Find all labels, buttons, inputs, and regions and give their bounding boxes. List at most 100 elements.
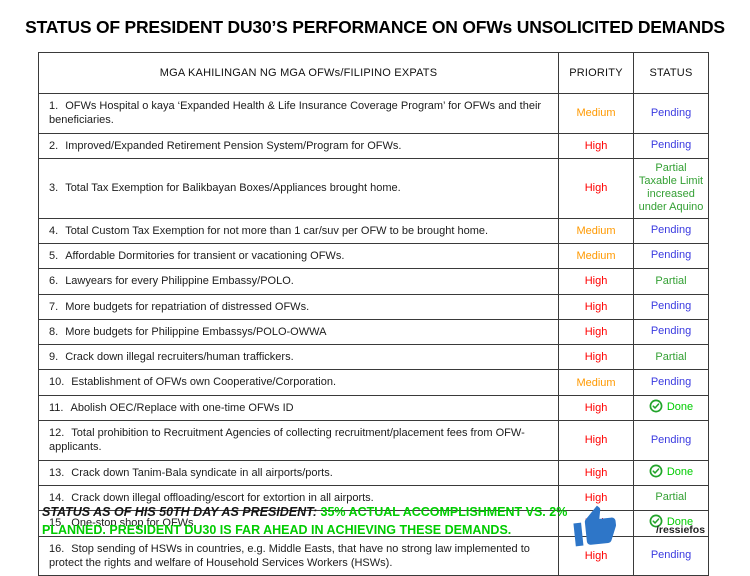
page-title: STATUS OF PRESIDENT DU30’S PERFORMANCE O… [25, 17, 725, 37]
status-text: Pending [650, 300, 692, 313]
table-row: 7. More budgets for repatriation of distr… [38, 293, 709, 320]
demand-text: Establishment of OFWs own Cooperative/Co… [71, 376, 337, 389]
row-number: 4. [49, 224, 59, 237]
table-row: 10. Establishment of OFWs own Cooperative… [38, 369, 709, 396]
demand-cell: 8. More budgets for Philippine Embassys/P… [38, 318, 559, 346]
demand-cell: 5. Affordable Dormitories for transient o… [38, 242, 559, 270]
demand-text: OFWs Hospital o kaya ‘Expanded Health & … [49, 100, 542, 127]
status-cell: Done [633, 459, 709, 486]
priority-cell: Medium [558, 217, 634, 244]
priority-cell: High [558, 157, 634, 219]
status-text: Pending [650, 224, 692, 237]
priority-cell: High [558, 459, 634, 486]
status-text: Pending [650, 106, 692, 119]
table-row: 4. Total Custom Tax Exemption for not mor… [38, 217, 709, 244]
row-number: 3. [49, 182, 59, 195]
table-row: 15.One-stop shop for OFWs High Done [38, 510, 709, 537]
demand-text: Total prohibition to Recruitment Agencie… [49, 427, 525, 454]
demand-text: One-stop shop for OFWs [71, 517, 194, 530]
check-circle-icon [649, 514, 663, 532]
priority-cell: Medium [558, 93, 634, 134]
thumbs-up-icon [570, 502, 621, 553]
column-header-demands: MGA KAHILINGAN NG MGA OFWs/FILIPINO EXPA… [38, 52, 559, 94]
row-number: 15. [49, 517, 65, 530]
status-text: Pending [650, 325, 692, 338]
status-text: Partial Taxable Limit increased under Aq… [638, 161, 704, 214]
table-row: 16. Stop sending of HSWs in countries, e.… [38, 535, 709, 576]
table-row: 8. More budgets for Philippine Embassys/P… [38, 318, 709, 346]
row-number: 6. [49, 275, 59, 288]
demand-cell: 10. Establishment of OFWs own Cooperative… [38, 369, 559, 396]
demand-cell: 14. Crack down illegal offloading/escort … [38, 484, 559, 512]
status-cell: Pending [633, 293, 709, 320]
row-number: 5. [49, 249, 59, 262]
row-number: 13. [49, 466, 65, 479]
priority-cell: High [558, 268, 634, 295]
table-row: 9. Crack down illegal recruiters/human tr… [38, 344, 709, 371]
demand-cell: 9. Crack down illegal recruiters/human tr… [38, 344, 559, 371]
demand-text: Affordable Dormitories for transient or … [65, 249, 345, 262]
status-text: Done [666, 400, 694, 413]
status-text: Partial [655, 274, 687, 287]
table-row: 2. Improved/Expanded Retirement Pension S… [38, 132, 709, 159]
table-row: 6. Lawyears for every Philippine Embassy/… [38, 268, 709, 295]
demand-cell: 13. Crack down Tanim-Bala syndicate in al… [38, 459, 559, 486]
status-cell: Pending [633, 217, 709, 244]
row-number: 2. [49, 139, 59, 152]
priority-cell: High [558, 318, 634, 346]
check-circle-icon [649, 399, 663, 417]
priority-cell: High [558, 344, 634, 371]
credit-handle: /ressiefos [656, 524, 706, 536]
status-text: Partial [655, 491, 687, 504]
demand-cell: 7. More budgets for repatriation of distr… [38, 293, 559, 320]
status-text: Pending [650, 375, 692, 388]
column-header-priority: PRIORITY [558, 52, 634, 94]
demand-text: Improved/Expanded Retirement Pension Sys… [65, 139, 402, 152]
status-cell: Pending [633, 132, 709, 159]
priority-cell: High [558, 293, 634, 320]
check-circle-icon [649, 464, 663, 482]
demand-text: Total Tax Exemption for Balikbayan Boxes… [65, 182, 401, 195]
status-cell: Partial [633, 268, 709, 295]
demand-cell: 6. Lawyears for every Philippine Embassy/… [38, 268, 559, 295]
row-number: 12. [49, 427, 65, 440]
status-text: Done [666, 516, 694, 529]
demand-cell: 3. Total Tax Exemption for Balikbayan Box… [38, 157, 559, 219]
demand-cell: 4. Total Custom Tax Exemption for not mor… [38, 217, 559, 244]
status-cell: Pending [633, 420, 709, 461]
demand-cell: 12. Total prohibition to Recruitment Agen… [38, 420, 559, 461]
status-text: Partial [655, 350, 687, 363]
priority-cell: High [558, 420, 634, 461]
table-row: 1. OFWs Hospital o kaya ‘Expanded Health … [38, 93, 709, 134]
table-row: 13. Crack down Tanim-Bala syndicate in al… [38, 459, 709, 486]
column-header-status: STATUS [633, 52, 709, 94]
row-number: 7. [49, 300, 59, 313]
demand-cell: 1. OFWs Hospital o kaya ‘Expanded Health … [38, 93, 559, 134]
status-text: Pending [650, 139, 692, 152]
footer-text: STATUS AS OF HIS 50TH DAY AS PRESIDENT: … [42, 504, 570, 539]
footer: STATUS AS OF HIS 50TH DAY AS PRESIDENT: … [42, 504, 732, 564]
priority-cell: Medium [558, 369, 634, 396]
status-cell: Partial [633, 484, 709, 512]
header-row: MGA KAHILINGAN NG MGA OFWs/FILIPINO EXPA… [38, 52, 709, 94]
status-cell: Pending [633, 93, 709, 134]
priority-cell: High [558, 132, 634, 159]
demand-text: More budgets for repatriation of distres… [65, 300, 310, 313]
demand-cell: 2. Improved/Expanded Retirement Pension S… [38, 132, 559, 159]
table-row: 5. Affordable Dormitories for transient o… [38, 242, 709, 270]
status-cell: Done [633, 394, 709, 422]
status-cell: Pending [633, 318, 709, 346]
table-row: 11. Abolish OEC/Replace with one-time OFW… [38, 394, 709, 422]
table-row: 12. Total prohibition to Recruitment Agen… [38, 420, 709, 461]
demand-text: Crack down illegal offloading/escort for… [71, 491, 374, 504]
demand-text: Crack down illegal recruiters/human traf… [65, 351, 294, 364]
status-text: Done [666, 465, 694, 478]
status-text: Pending [650, 549, 692, 562]
row-number: 9. [49, 351, 59, 364]
status-text: Pending [650, 249, 692, 262]
row-number: 10. [49, 376, 65, 389]
demands-table: MGA KAHILINGAN NG MGA OFWs/FILIPINO EXPA… [38, 52, 709, 576]
status-cell: Partial [633, 344, 709, 371]
priority-cell: High [558, 394, 634, 422]
status-cell: Pending [633, 369, 709, 396]
